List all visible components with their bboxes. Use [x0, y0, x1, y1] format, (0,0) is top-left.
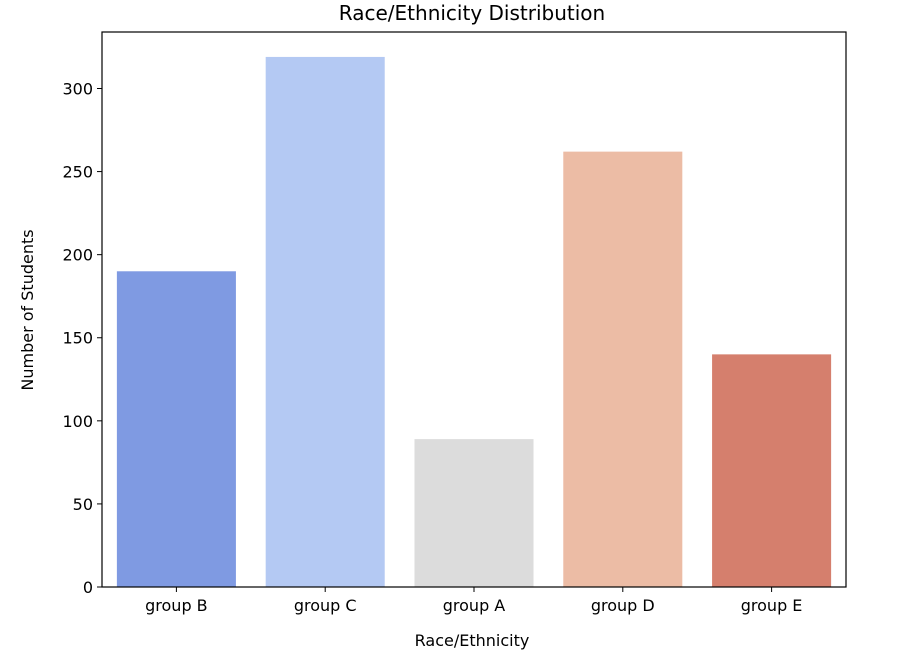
y-tick-label: 0 [83, 578, 93, 597]
y-axis-ticks: 0 50 100 150 200 250 300 [62, 79, 102, 597]
x-axis-label: Race/Ethnicity [415, 631, 530, 650]
x-axis-ticks: group B group C group A group D group E [145, 587, 802, 615]
bar-group-d [563, 151, 683, 587]
bar-group-b [116, 271, 236, 587]
x-tick-label: group E [741, 596, 803, 615]
y-tick-label: 250 [62, 163, 93, 182]
y-axis-label: Number of Students [18, 229, 37, 390]
y-tick-label: 100 [62, 412, 93, 431]
y-tick-label: 200 [62, 246, 93, 265]
y-tick-label: 300 [62, 79, 93, 98]
x-tick-label: group D [591, 596, 655, 615]
bar-group-c [265, 56, 385, 587]
chart-title: Race/Ethnicity Distribution [339, 1, 605, 25]
x-tick-label: group C [294, 596, 357, 615]
bar-group-e [712, 354, 832, 587]
y-tick-label: 50 [73, 495, 93, 514]
x-tick-label: group B [145, 596, 208, 615]
bars-group [116, 56, 832, 587]
bar-group-a [414, 439, 534, 587]
x-tick-label: group A [443, 596, 506, 615]
plot-area-frame [101, 31, 847, 588]
y-tick-label: 150 [62, 329, 93, 348]
